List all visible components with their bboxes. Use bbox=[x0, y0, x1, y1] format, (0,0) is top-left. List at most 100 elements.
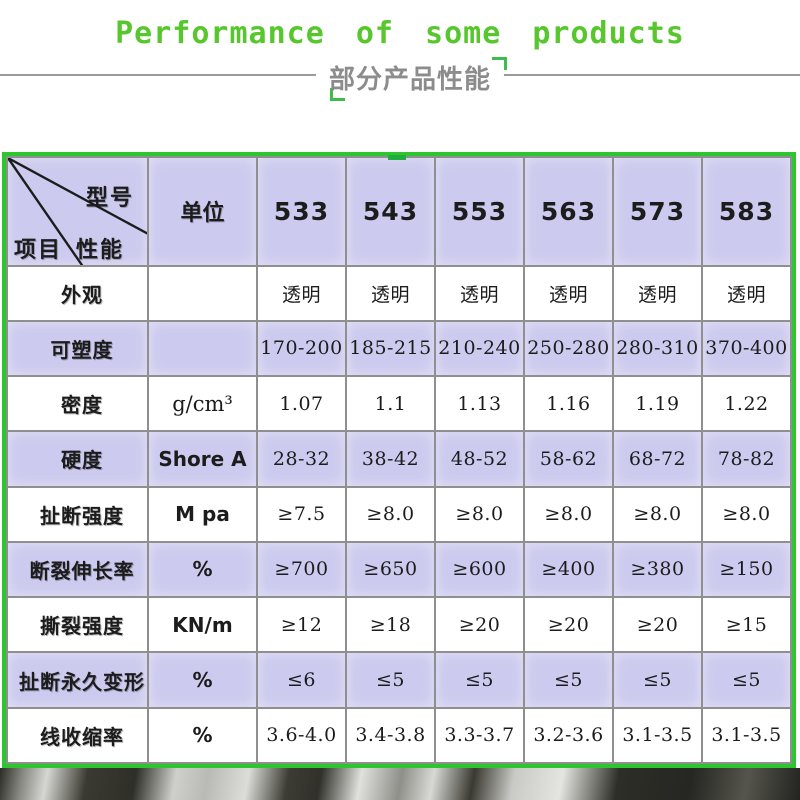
corner-model-label: 型号 bbox=[86, 186, 135, 211]
value-cell: 78-82 bbox=[701, 430, 792, 488]
table-header-row: 型号 性能 项目 单位 533 543 553 563 573 583 bbox=[6, 156, 792, 267]
value-cell: ≥15 bbox=[701, 596, 792, 654]
unit-header-cell: 单位 bbox=[147, 156, 258, 267]
value-cell: 28-32 bbox=[256, 430, 347, 488]
row-label: 密度 bbox=[6, 375, 149, 433]
value-cell: ≥8.0 bbox=[612, 485, 703, 543]
table-row-plasticity: 可塑度 170-200 185-215 210-240 250-280 280-… bbox=[6, 319, 792, 378]
value-cell: ≥380 bbox=[612, 540, 703, 599]
value-cell: 1.16 bbox=[523, 375, 614, 433]
value-cell: ≤5 bbox=[434, 651, 525, 709]
unit-cell: Shore A bbox=[147, 430, 258, 488]
value-cell: 1.22 bbox=[701, 375, 792, 433]
value-cell: ≥8.0 bbox=[523, 485, 614, 543]
value-cell: ≥600 bbox=[434, 540, 525, 599]
value-cell: 185-215 bbox=[345, 319, 436, 378]
corner-performance-label: 性能 bbox=[76, 238, 125, 263]
value-cell: 透明 bbox=[612, 264, 703, 322]
value-cell: ≥400 bbox=[523, 540, 614, 599]
value-cell: 3.2-3.6 bbox=[523, 706, 614, 765]
row-label: 外观 bbox=[6, 264, 149, 322]
table-row-appearance: 外观 透明 透明 透明 透明 透明 透明 bbox=[6, 264, 792, 322]
value-cell: 1.07 bbox=[256, 375, 347, 433]
value-cell: 透明 bbox=[701, 264, 792, 322]
value-cell: 250-280 bbox=[523, 319, 614, 378]
corner-bracket-bottom-left-icon bbox=[330, 88, 345, 101]
row-label: 扯断永久变形 bbox=[6, 651, 149, 709]
value-cell: ≤5 bbox=[701, 651, 792, 709]
value-cell: 48-52 bbox=[434, 430, 525, 488]
subtitle-band: 部分产品性能 bbox=[0, 55, 800, 105]
model-column-header: 583 bbox=[701, 156, 792, 267]
value-cell: ≥150 bbox=[701, 540, 792, 599]
spec-table: 型号 性能 项目 单位 533 543 553 563 573 583 外观 透… bbox=[6, 156, 792, 765]
value-cell: ≥20 bbox=[612, 596, 703, 654]
value-cell: 3.1-3.5 bbox=[612, 706, 703, 765]
corner-project-label: 项目 bbox=[14, 238, 63, 263]
model-column-header: 563 bbox=[523, 156, 614, 267]
value-cell: ≥8.0 bbox=[345, 485, 436, 543]
value-cell: 3.4-3.8 bbox=[345, 706, 436, 765]
unit-cell: % bbox=[147, 540, 258, 599]
model-column-header: 553 bbox=[434, 156, 525, 267]
diagonal-split-lines bbox=[9, 158, 146, 264]
table-row-linear-shrinkage: 线收缩率 % 3.6-4.0 3.4-3.8 3.3-3.7 3.2-3.6 3… bbox=[6, 706, 792, 765]
value-cell: ≥20 bbox=[434, 596, 525, 654]
row-label: 线收缩率 bbox=[6, 706, 149, 765]
border-notch-decoration bbox=[388, 155, 406, 160]
value-cell: 58-62 bbox=[523, 430, 614, 488]
value-cell: 透明 bbox=[523, 264, 614, 322]
value-cell: ≥8.0 bbox=[701, 485, 792, 543]
corner-bracket-top-right-icon bbox=[492, 57, 507, 70]
value-cell: ≤5 bbox=[523, 651, 614, 709]
value-cell: 透明 bbox=[434, 264, 525, 322]
subtitle-divider-right bbox=[504, 74, 800, 76]
table-row-tear-strength: 撕裂强度 KN/m ≥12 ≥18 ≥20 ≥20 ≥20 ≥15 bbox=[6, 596, 792, 654]
table-row-elongation: 断裂伸长率 % ≥700 ≥650 ≥600 ≥400 ≥380 ≥150 bbox=[6, 540, 792, 599]
value-cell: 370-400 bbox=[701, 319, 792, 378]
table-row-hardness: 硬度 Shore A 28-32 38-42 48-52 58-62 68-72… bbox=[6, 430, 792, 488]
value-cell: 68-72 bbox=[612, 430, 703, 488]
value-cell: 透明 bbox=[256, 264, 347, 322]
unit-cell bbox=[147, 264, 258, 322]
unit-cell: % bbox=[147, 706, 258, 765]
value-cell: ≥12 bbox=[256, 596, 347, 654]
page-subtitle: 部分产品性能 bbox=[328, 65, 491, 95]
unit-cell: M pa bbox=[147, 485, 258, 543]
value-cell: 210-240 bbox=[434, 319, 525, 378]
value-cell: 透明 bbox=[345, 264, 436, 322]
value-cell: 38-42 bbox=[345, 430, 436, 488]
model-column-header: 543 bbox=[345, 156, 436, 267]
spec-table-container: 型号 性能 项目 单位 533 543 553 563 573 583 外观 透… bbox=[2, 152, 796, 768]
value-cell: 1.13 bbox=[434, 375, 525, 433]
unit-cell: KN/m bbox=[147, 596, 258, 654]
row-label: 断裂伸长率 bbox=[6, 540, 149, 599]
row-label: 可塑度 bbox=[6, 319, 149, 378]
corner-header-cell: 型号 性能 项目 bbox=[6, 156, 149, 267]
row-label: 扯断强度 bbox=[6, 485, 149, 543]
value-cell: 3.6-4.0 bbox=[256, 706, 347, 765]
page-title: Performance of some products bbox=[115, 16, 685, 51]
unit-cell: % bbox=[147, 651, 258, 709]
subtitle-divider-left bbox=[0, 74, 316, 76]
table-row-permanent-deformation: 扯断永久变形 % ≤6 ≤5 ≤5 ≤5 ≤5 ≤5 bbox=[6, 651, 792, 709]
value-cell: ≥700 bbox=[256, 540, 347, 599]
value-cell: ≥20 bbox=[523, 596, 614, 654]
unit-cell bbox=[147, 319, 258, 378]
unit-cell: g/cm³ bbox=[147, 375, 258, 433]
value-cell: ≥7.5 bbox=[256, 485, 347, 543]
value-cell: ≤5 bbox=[612, 651, 703, 709]
value-cell: ≤5 bbox=[345, 651, 436, 709]
value-cell: 1.1 bbox=[345, 375, 436, 433]
value-cell: ≥650 bbox=[345, 540, 436, 599]
value-cell: 1.19 bbox=[612, 375, 703, 433]
value-cell: 3.3-3.7 bbox=[434, 706, 525, 765]
value-cell: 280-310 bbox=[612, 319, 703, 378]
model-column-header: 533 bbox=[256, 156, 347, 267]
row-label: 撕裂强度 bbox=[6, 596, 149, 654]
value-cell: ≥18 bbox=[345, 596, 436, 654]
value-cell: 3.1-3.5 bbox=[701, 706, 792, 765]
value-cell: ≥8.0 bbox=[434, 485, 525, 543]
table-row-density: 密度 g/cm³ 1.07 1.1 1.13 1.16 1.19 1.22 bbox=[6, 375, 792, 433]
table-row-tensile-strength: 扯断强度 M pa ≥7.5 ≥8.0 ≥8.0 ≥8.0 ≥8.0 ≥8.0 bbox=[6, 485, 792, 543]
